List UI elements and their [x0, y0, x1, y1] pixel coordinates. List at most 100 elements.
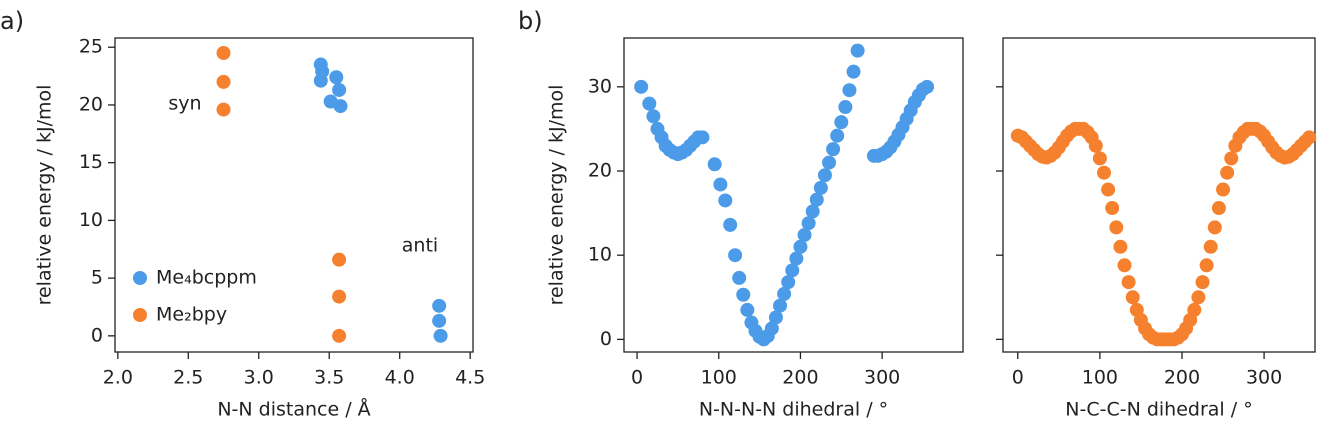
x-tick-label: 2.5	[173, 367, 203, 389]
annotation: anti	[402, 235, 438, 257]
y-tick-label: 0	[91, 324, 103, 346]
point	[1224, 151, 1239, 166]
point	[728, 248, 743, 263]
point	[1105, 201, 1120, 216]
legend-marker	[133, 308, 147, 322]
y-tick-label: 25	[79, 36, 103, 58]
x-tick-label: 300	[1246, 367, 1282, 389]
point	[822, 155, 837, 170]
y-tick-label: 0	[600, 328, 612, 350]
point	[1117, 258, 1132, 273]
point	[1220, 165, 1235, 180]
point	[830, 128, 845, 143]
point	[813, 180, 828, 195]
panel-label: b)	[518, 7, 543, 35]
point	[646, 109, 661, 124]
point	[332, 252, 347, 267]
x-tick-label: 300	[864, 367, 900, 389]
y-axis-label: relative energy / kJ/mol	[546, 85, 568, 306]
point	[216, 46, 231, 61]
plot-frame	[623, 37, 964, 353]
point	[785, 263, 800, 278]
point	[1199, 258, 1214, 273]
y-axis-label: relative energy / kJ/mol	[34, 85, 56, 306]
point	[1216, 182, 1231, 197]
x-axis-label: N-N-N-N dihedral / °	[699, 399, 888, 421]
point	[838, 100, 853, 115]
point	[801, 216, 816, 231]
point	[1203, 239, 1218, 254]
legend-marker	[133, 271, 147, 285]
point	[732, 270, 747, 285]
point	[1121, 275, 1136, 290]
legend-label: Me₂bpy	[156, 304, 227, 326]
x-tick-label: 3.5	[314, 367, 344, 389]
y-tick-label: 30	[588, 75, 612, 97]
x-tick-label: 2.0	[103, 367, 133, 389]
point	[634, 79, 649, 94]
point	[707, 157, 722, 172]
point	[777, 286, 792, 301]
x-tick-label: 100	[1082, 367, 1118, 389]
x-tick-label: 100	[701, 367, 737, 389]
point	[313, 73, 328, 88]
point	[797, 227, 812, 242]
point	[1109, 220, 1124, 235]
point	[333, 99, 348, 114]
point	[432, 313, 447, 328]
point	[642, 96, 657, 111]
panel-label: a)	[0, 7, 24, 35]
y-tick-label: 20	[79, 93, 103, 115]
point	[1088, 138, 1103, 153]
x-tick-label: 0	[631, 367, 643, 389]
point	[332, 328, 347, 343]
y-tick-label: 10	[79, 209, 103, 231]
point	[1211, 201, 1226, 216]
point	[713, 177, 728, 192]
x-tick-label: 3.0	[244, 367, 274, 389]
point	[793, 239, 808, 254]
y-tick-label: 15	[79, 151, 103, 173]
point	[332, 82, 347, 97]
plot-frame	[114, 37, 474, 353]
point	[332, 289, 347, 304]
point	[1125, 290, 1140, 305]
x-axis-label: N-N distance / Å	[217, 398, 370, 421]
x-tick-label: 200	[1164, 367, 1200, 389]
point	[920, 79, 935, 94]
point	[789, 251, 804, 266]
point	[842, 83, 857, 98]
point	[216, 102, 231, 117]
legend-label: Me₄bcppm	[156, 267, 257, 289]
point	[216, 74, 231, 89]
point	[1113, 239, 1128, 254]
point	[850, 43, 865, 58]
annotation: syn	[168, 93, 201, 115]
plot-frame	[1002, 37, 1316, 353]
point	[736, 287, 751, 302]
x-tick-label: 4.0	[385, 367, 415, 389]
point	[1092, 151, 1107, 166]
point	[695, 130, 710, 145]
point	[826, 142, 841, 157]
point	[773, 298, 788, 313]
point	[1302, 130, 1317, 145]
point	[1191, 290, 1206, 305]
point	[817, 168, 832, 183]
x-axis-label: N-C-C-N dihedral / °	[1065, 399, 1252, 421]
y-tick-label: 20	[588, 160, 612, 182]
y-tick-label: 10	[588, 244, 612, 266]
point	[846, 64, 861, 79]
point	[433, 328, 448, 343]
y-tick-label: 5	[91, 267, 103, 289]
point	[432, 298, 447, 313]
point	[723, 217, 738, 232]
point	[805, 204, 820, 219]
point	[768, 310, 783, 325]
x-tick-label: 200	[782, 367, 818, 389]
point	[809, 192, 824, 207]
point	[834, 115, 849, 130]
point	[781, 275, 796, 290]
point	[329, 70, 344, 85]
